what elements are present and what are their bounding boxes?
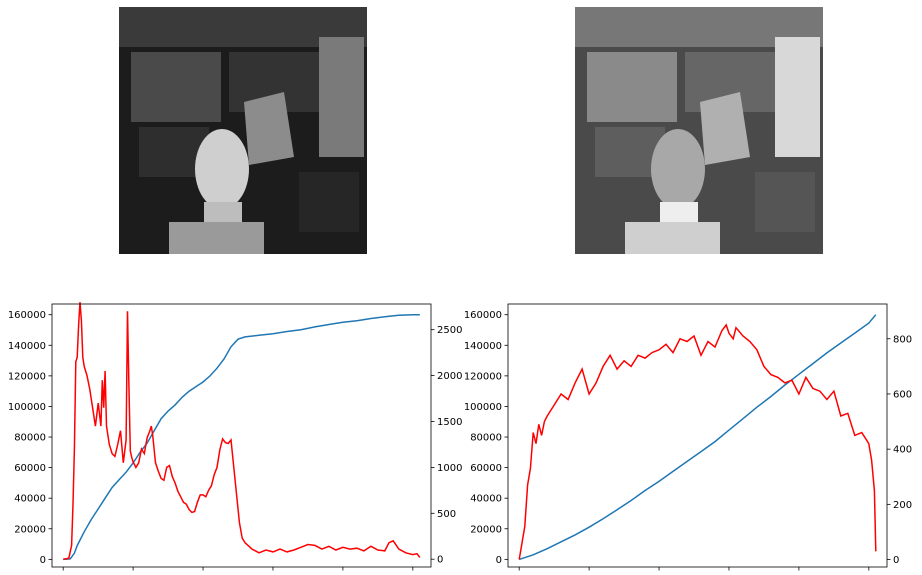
x-tick: 200	[333, 567, 352, 575]
plot-frame	[507, 303, 888, 568]
photo-icon	[575, 7, 823, 254]
y-tick-label: 0	[40, 555, 46, 566]
y-tick-label: 20000	[470, 524, 502, 535]
x-tick: 100	[193, 567, 213, 575]
x-tick: 200	[789, 567, 808, 575]
photo-icon	[119, 7, 367, 254]
y-tick: 60000	[14, 463, 52, 474]
y-tick: 20000	[470, 524, 508, 535]
x-tick: 250	[859, 567, 878, 575]
y2-tick: 600	[887, 389, 912, 400]
y-tick-label: 120000	[8, 371, 46, 382]
y2-tick-label: 1500	[437, 417, 462, 428]
y-tick-label: 40000	[14, 494, 46, 505]
y2-tick: 800	[887, 334, 912, 345]
y2-tick-label: 800	[893, 334, 912, 345]
y-tick: 100000	[464, 402, 508, 413]
histogram-line	[63, 302, 421, 560]
y-tick-label: 80000	[470, 433, 502, 444]
y-tick-label: 80000	[14, 433, 46, 444]
y2-tick: 2500	[431, 325, 462, 336]
cdf-line	[63, 313, 420, 561]
y-tick-label: 140000	[464, 341, 502, 352]
y2-tick-label: 0	[893, 555, 899, 566]
x-tick: 0	[516, 567, 522, 575]
y-tick: 160000	[464, 310, 508, 321]
y2-tick: 1000	[431, 463, 462, 474]
y2-tick-label: 600	[893, 389, 912, 400]
y2-tick: 2000	[431, 371, 462, 382]
y-tick: 160000	[8, 310, 52, 321]
y2-tick-label: 200	[893, 500, 912, 511]
y-tick-label: 0	[496, 555, 502, 566]
x-tick: 100	[649, 567, 669, 575]
y2-tick-label: 500	[437, 509, 456, 520]
x-tick: 250	[403, 567, 422, 575]
y2-tick-label: 400	[893, 445, 912, 456]
y-tick-label: 60000	[470, 463, 502, 474]
y-tick-label: 120000	[464, 371, 502, 382]
y-tick: 80000	[470, 433, 508, 444]
y-tick-label: 20000	[14, 524, 46, 535]
x-tick: 50	[583, 567, 595, 575]
y-tick: 60000	[470, 463, 508, 474]
equalized-grayscale-image	[575, 7, 823, 254]
y-tick: 40000	[14, 494, 52, 505]
original-grayscale-image	[119, 7, 367, 254]
y-tick-label: 140000	[8, 341, 46, 352]
y2-tick: 500	[431, 509, 456, 520]
y-tick-label: 100000	[8, 402, 46, 413]
y-tick: 120000	[464, 371, 508, 382]
histogram-line	[518, 323, 877, 560]
chart-1: 0501001502002500200004000060000800001000…	[8, 302, 462, 575]
cdf-line	[518, 314, 877, 561]
y-tick: 0	[40, 555, 52, 566]
y2-tick-label: 1000	[437, 463, 462, 474]
y2-tick-label: 0	[437, 555, 443, 566]
y2-tick: 400	[887, 445, 912, 456]
x-tick: 50	[127, 567, 139, 575]
y-tick: 100000	[8, 402, 52, 413]
y-tick: 0	[496, 555, 508, 566]
y-tick: 140000	[8, 341, 52, 352]
y-tick-label: 100000	[464, 402, 502, 413]
y-tick-label: 40000	[470, 494, 502, 505]
y-tick-label: 160000	[8, 310, 46, 321]
y-tick-label: 60000	[14, 463, 46, 474]
plot-frame	[51, 303, 432, 568]
y2-tick-label: 2500	[437, 325, 462, 336]
x-tick: 0	[60, 567, 66, 575]
y-tick: 20000	[14, 524, 52, 535]
x-tick: 150	[719, 567, 739, 575]
y-tick: 40000	[470, 494, 508, 505]
y2-tick: 1500	[431, 417, 462, 428]
y-tick: 80000	[14, 433, 52, 444]
y2-tick-label: 2000	[437, 371, 462, 382]
y-tick-label: 160000	[464, 310, 502, 321]
y2-tick: 0	[887, 555, 899, 566]
y2-tick: 200	[887, 500, 912, 511]
y-tick: 120000	[8, 371, 52, 382]
y-tick: 140000	[464, 341, 508, 352]
chart-2: 0 50 100 150 200 250 0 20000 40000 60000 80000 1000…	[464, 303, 912, 575]
y2-tick: 0	[431, 555, 443, 566]
x-tick: 150	[263, 567, 283, 575]
